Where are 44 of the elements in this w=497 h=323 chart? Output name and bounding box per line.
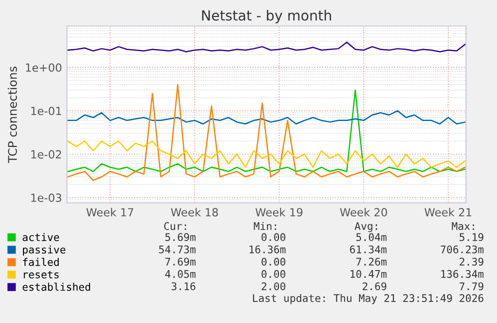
legend-label: established xyxy=(22,282,90,291)
y-tick-label: 1e+00 xyxy=(26,63,62,72)
text: 5.19 xyxy=(460,233,484,242)
y-axis-title: TCP connections xyxy=(8,66,17,163)
text: 16.36m xyxy=(250,245,286,254)
text: 3.16 xyxy=(172,282,196,290)
text: 4.05m xyxy=(165,270,196,278)
legend-label: passive xyxy=(23,245,66,256)
text: 2.69 xyxy=(362,282,386,290)
x-tick-label: Week 20 xyxy=(340,208,388,216)
x-tick-label: Week 21 xyxy=(424,208,472,216)
x-tick-label: Week 17 xyxy=(86,208,134,216)
text: 7.26m xyxy=(356,258,387,266)
text: 5.04m xyxy=(356,233,387,242)
legend-label: active xyxy=(22,233,60,242)
text: 7.79 xyxy=(460,282,484,290)
line-series xyxy=(67,110,466,124)
text: 2.00 xyxy=(262,282,286,290)
y-tick-label: 1e-03 xyxy=(31,194,62,202)
y-tick-label: 1e-01 xyxy=(31,106,62,116)
text: Max: xyxy=(452,222,474,230)
text: 5.69m xyxy=(165,233,196,242)
x-tick-label: Week 18 xyxy=(170,208,218,216)
text: Cur: xyxy=(164,222,186,230)
text: 54.73m xyxy=(159,245,196,254)
text: 136.34m xyxy=(441,270,484,278)
text: 10.47m xyxy=(350,270,387,278)
legend-label: failed xyxy=(23,258,59,266)
x-tick-label: Week 19 xyxy=(255,208,302,216)
y-tick-label: 1e-02 xyxy=(31,150,62,159)
chart-title: Netstat - by month xyxy=(202,10,332,24)
text: 706.23m xyxy=(440,245,484,254)
text: 7.69m xyxy=(165,258,196,266)
text: 0.00 xyxy=(262,233,286,242)
text: 0.00 xyxy=(262,258,286,266)
text: 2.39 xyxy=(460,258,484,266)
line-series xyxy=(67,42,466,52)
text: 0.00 xyxy=(262,270,286,278)
text: 61.34m xyxy=(350,245,387,254)
legend-label: resets xyxy=(24,270,59,278)
text: Last update: Thu May 21 23:51:49 2026 xyxy=(253,294,484,304)
text: Min: xyxy=(254,222,276,230)
line-series xyxy=(67,140,466,168)
text: Avg: xyxy=(354,222,378,232)
